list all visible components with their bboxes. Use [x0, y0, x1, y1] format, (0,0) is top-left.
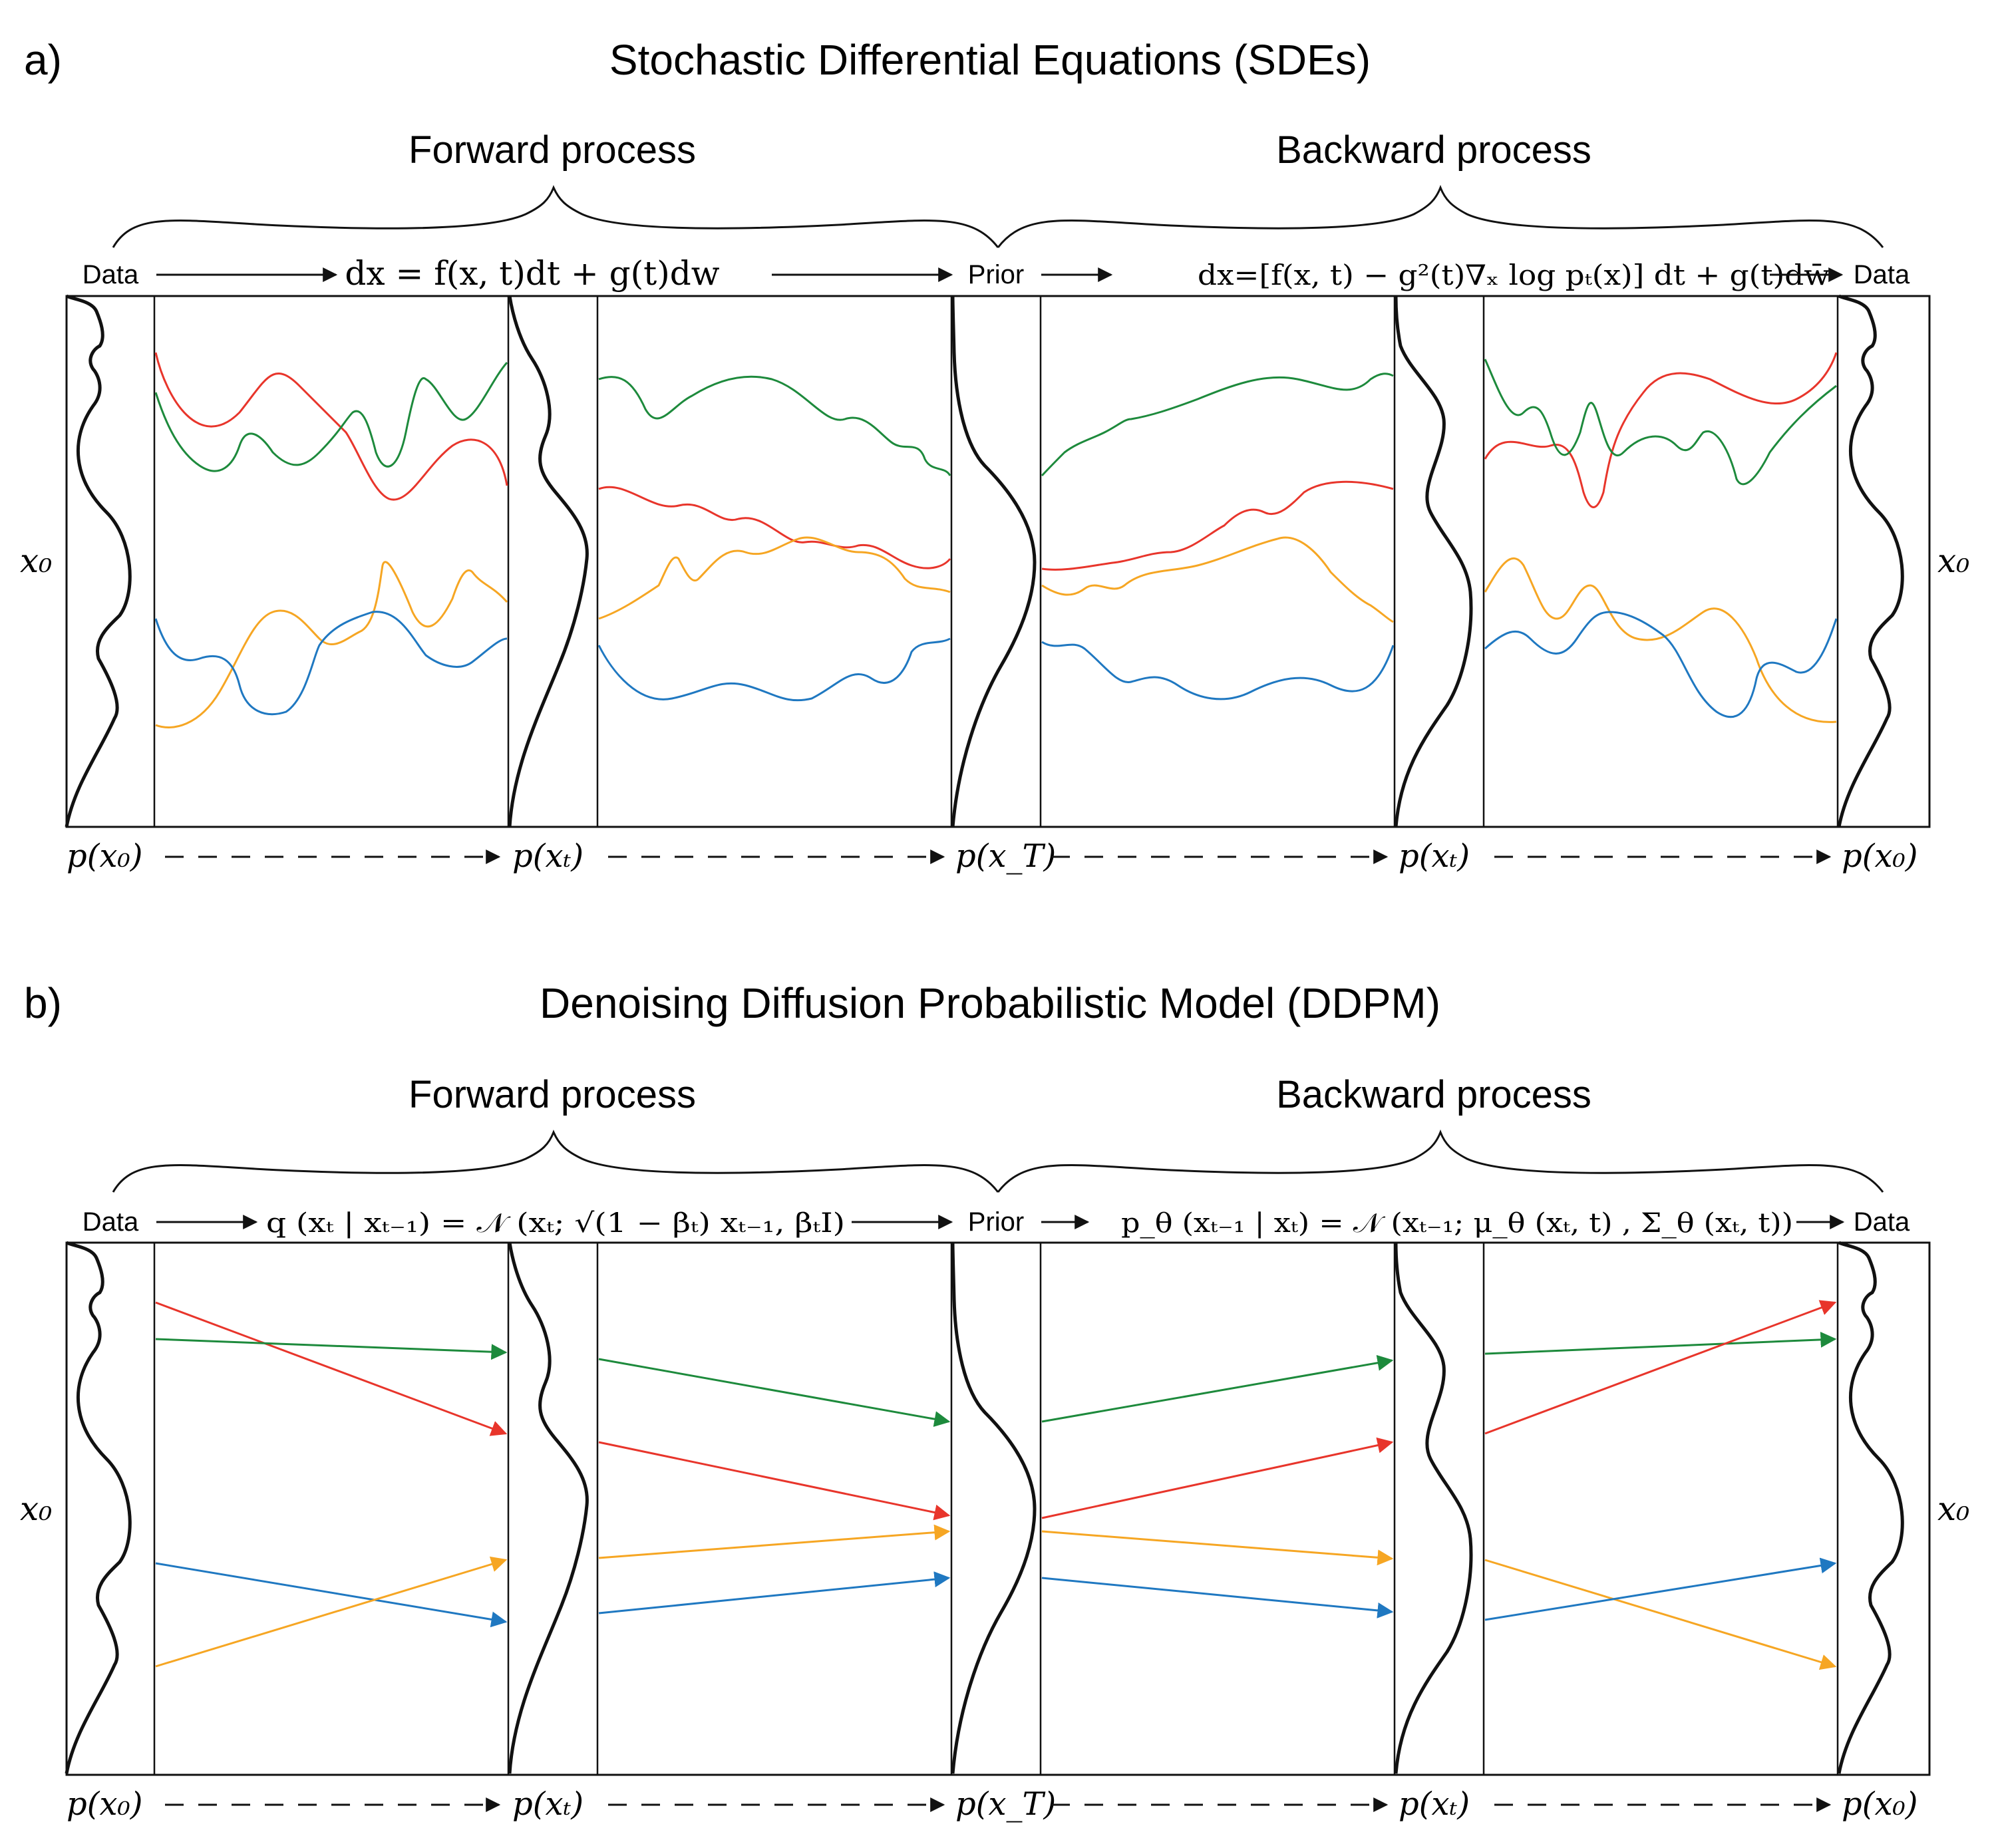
bottom-label-p-xt-2: p(xₜ)	[1399, 838, 1470, 875]
panel-b-title: Denoising Diffusion Probabilistic Model …	[540, 979, 1440, 1027]
blue-step-3	[1041, 1577, 1394, 1618]
red-trajectory-3	[1041, 480, 1394, 571]
orange-trajectory-4	[1484, 557, 1837, 723]
red-step-3	[1041, 1437, 1394, 1519]
data-density-right	[1837, 294, 1904, 828]
bottom-label-p-x0: p(x₀)	[67, 838, 143, 875]
orange-step-4	[1484, 1559, 1837, 1670]
red-trajectory-4	[1484, 352, 1838, 508]
forward-sde-equation: dx = f(x, t)dt + g(t)dw	[345, 254, 719, 293]
blue-trajectory-1	[154, 611, 508, 716]
orange-step-3	[1041, 1530, 1394, 1566]
data-right-label: Data	[1854, 260, 1910, 289]
prior-density-b	[951, 1242, 1037, 1774]
blue-step-1	[155, 1562, 508, 1628]
orange-step-2	[598, 1524, 951, 1559]
green-trajectory-1	[154, 362, 508, 472]
data-density-right-b	[1837, 1241, 1904, 1774]
bottom-label-p-xt-2-b: p(xₜ)	[1399, 1785, 1470, 1823]
data-right-label-b: Data	[1854, 1207, 1910, 1237]
bottom-label-p-xt-1-b: p(xₜ)	[512, 1785, 583, 1823]
orange-trajectory-3	[1041, 536, 1394, 623]
red-step-4	[1484, 1300, 1837, 1435]
sde-trajectories	[154, 352, 1838, 728]
green-step-1	[155, 1338, 508, 1360]
red-trajectory-1	[154, 352, 508, 501]
blue-trajectory-2	[597, 637, 951, 702]
backward-process-label-b: Backward process	[1276, 1073, 1591, 1116]
bottom-row-b: p(x₀) p(xₜ) p(x_T) p(xₜ) p(x₀)	[67, 1785, 1918, 1823]
green-step-2	[598, 1358, 951, 1428]
green-trajectory-2	[598, 375, 951, 476]
panel-ddpm: b) Denoising Diffusion Probabilistic Mod…	[20, 979, 1969, 1823]
prior-density	[951, 295, 1037, 828]
orange-trajectory-2	[598, 536, 951, 620]
intermediate-density-1	[508, 295, 589, 828]
blue-trajectory-3	[1041, 641, 1395, 700]
panel-b-letter: b)	[24, 979, 62, 1027]
bottom-label-p-xT: p(x_T)	[955, 838, 1056, 875]
red-step-1	[155, 1301, 508, 1436]
x0-label-left: x₀	[20, 541, 52, 580]
data-density-left-b	[65, 1241, 132, 1774]
panel-a-frame	[65, 295, 1931, 828]
blue-step-4	[1484, 1557, 1837, 1621]
panel-a-letter: a)	[24, 36, 62, 84]
green-trajectory-4	[1484, 359, 1837, 486]
prior-label: Prior	[968, 260, 1024, 289]
ddpm-transitions	[155, 1300, 1837, 1670]
green-step-3	[1041, 1354, 1394, 1423]
blue-trajectory-4	[1484, 611, 1838, 718]
bottom-label-p-x0-right: p(x₀)	[1842, 838, 1918, 875]
panel-sde: a) Stochastic Differential Equations (SD…	[20, 36, 1969, 875]
backward-process-label: Backward process	[1276, 128, 1591, 172]
backward-brace	[997, 184, 1884, 248]
intermediate-density-1-b	[508, 1242, 589, 1774]
forward-ddpm-equation: q (xₜ | xₜ₋₁) = 𝒩 (xₜ; √(1 − βₜ) xₜ₋₁, β…	[266, 1208, 845, 1239]
forward-brace	[112, 185, 999, 248]
backward-brace-b	[997, 1129, 1884, 1193]
data-left-label: Data	[83, 260, 139, 289]
data-left-label-b: Data	[83, 1207, 139, 1237]
backward-ddpm-equation: p_θ (xₜ₋₁ | xₜ) = 𝒩 (xₜ₋₁; μ_θ (xₜ, t) ,…	[1121, 1208, 1793, 1239]
data-density-left	[65, 294, 132, 828]
orange-step-1	[155, 1556, 508, 1668]
forward-brace-b	[112, 1130, 999, 1193]
backward-sde-equation: dx=[f(x, t) − g²(t)∇ₓ log pₜ(x)] dt + g(…	[1198, 259, 1830, 291]
bottom-label-p-x0-right-b: p(x₀)	[1842, 1785, 1918, 1823]
bottom-label-p-x0-b: p(x₀)	[67, 1785, 143, 1823]
orange-trajectory-1	[155, 561, 508, 728]
red-trajectory-2	[598, 486, 951, 569]
prior-label-b: Prior	[968, 1207, 1024, 1237]
x0-label-right: x₀	[1937, 541, 1969, 580]
green-step-4	[1484, 1331, 1837, 1355]
x0-label-left-b: x₀	[20, 1489, 52, 1528]
green-trajectory-3	[1041, 373, 1394, 477]
red-step-2	[598, 1441, 951, 1521]
bottom-label-p-xt-1: p(xₜ)	[512, 838, 583, 875]
intermediate-density-2-b	[1394, 1242, 1473, 1774]
blue-step-2	[598, 1571, 951, 1615]
panel-b-frame	[65, 1241, 1931, 1776]
panel-a-title: Stochastic Differential Equations (SDEs)	[609, 36, 1371, 84]
bottom-label-p-xT-b: p(x_T)	[955, 1785, 1056, 1823]
forward-process-label: Forward process	[409, 128, 696, 172]
x0-label-right-b: x₀	[1937, 1489, 1969, 1528]
intermediate-density-2	[1394, 295, 1473, 828]
bottom-row-a: p(x₀) p(xₜ) p(x_T) p(xₜ) p(x₀)	[67, 838, 1918, 875]
forward-process-label-b: Forward process	[409, 1073, 696, 1116]
